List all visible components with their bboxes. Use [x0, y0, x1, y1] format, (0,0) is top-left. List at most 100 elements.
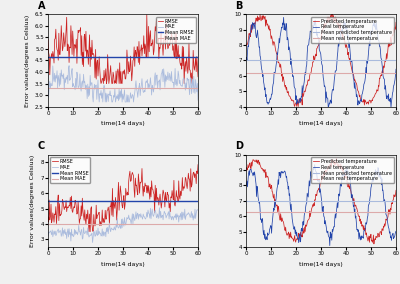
MAE — [191, 91, 196, 94]
Mean MAE — [46, 86, 50, 90]
Real temperature — [394, 229, 398, 233]
RMSE — [150, 38, 155, 41]
MAE — [191, 218, 196, 222]
MAE — [196, 208, 200, 211]
Predicted temperature — [333, 20, 338, 24]
Predicted temperature — [333, 161, 338, 165]
Predicted temperature — [370, 239, 375, 242]
Line: Real temperature: Real temperature — [246, 17, 396, 108]
MAE — [97, 100, 102, 104]
RMSE — [190, 175, 195, 179]
Real temperature — [336, 45, 341, 48]
MAE — [133, 216, 138, 219]
Real temperature — [281, 16, 286, 19]
Mean MAE — [46, 222, 50, 226]
MAE — [107, 94, 112, 97]
Predicted temperature — [244, 169, 248, 173]
Predicted temperature — [296, 105, 300, 108]
MAE — [46, 234, 50, 238]
Line: MAE: MAE — [48, 208, 198, 243]
Legend: RMSE, MAE, Mean RMSE, Mean MAE: RMSE, MAE, Mean RMSE, Mean MAE — [156, 17, 196, 43]
RMSE — [133, 49, 138, 52]
MAE — [71, 82, 76, 85]
Predicted temperature — [394, 21, 398, 24]
Real temperature — [333, 69, 338, 73]
Predicted temperature — [244, 42, 249, 45]
Mean RMSE — [48, 55, 53, 59]
Real temperature — [326, 107, 331, 110]
RMSE — [106, 210, 111, 213]
Text: B: B — [236, 1, 243, 11]
Real temperature — [333, 216, 338, 220]
Predicted temperature — [394, 189, 398, 192]
Line: MAE: MAE — [48, 66, 198, 102]
X-axis label: time(14 days): time(14 days) — [299, 262, 343, 267]
Predicted temperature — [380, 71, 385, 74]
Mean real temperature — [246, 71, 251, 74]
Predicted temperature — [334, 16, 339, 20]
MAE — [67, 64, 72, 67]
Real temperature — [336, 192, 341, 196]
Real temperature — [334, 212, 339, 215]
MAE — [106, 226, 111, 229]
Predicted temperature — [336, 27, 341, 30]
RMSE — [150, 187, 155, 191]
RMSE — [108, 64, 113, 67]
Mean real temperature — [246, 210, 251, 213]
Legend: Predicted temperature, Real temperature, Mean predicted temperature, Mean real t: Predicted temperature, Real temperature,… — [311, 17, 394, 43]
Mean MAE — [48, 86, 53, 90]
Predicted temperature — [332, 164, 337, 167]
Mean real temperature — [244, 71, 248, 74]
X-axis label: time(14 days): time(14 days) — [101, 121, 145, 126]
Text: D: D — [235, 141, 243, 151]
RMSE — [144, 13, 149, 17]
Real temperature — [312, 163, 317, 166]
RMSE — [108, 205, 113, 208]
Y-axis label: Error values(degrees Celsius): Error values(degrees Celsius) — [30, 155, 35, 247]
Real temperature — [380, 188, 385, 192]
Predicted temperature — [329, 12, 334, 15]
Predicted temperature — [336, 165, 341, 169]
Mean predicted temperature — [246, 199, 251, 202]
RMSE — [196, 75, 200, 78]
Real temperature — [394, 68, 398, 71]
Mean predicted temperature — [244, 199, 248, 202]
Line: Predicted temperature: Predicted temperature — [246, 14, 396, 107]
Line: Predicted temperature: Predicted temperature — [246, 158, 396, 244]
Real temperature — [244, 56, 249, 59]
RMSE — [70, 211, 75, 214]
Line: Real temperature: Real temperature — [246, 165, 396, 246]
Line: RMSE: RMSE — [48, 15, 198, 83]
Real temperature — [327, 244, 332, 247]
Real temperature — [244, 183, 248, 187]
RMSE — [191, 49, 196, 52]
MAE — [46, 72, 50, 76]
Predicted temperature — [334, 157, 339, 160]
RMSE — [86, 230, 91, 233]
Real temperature — [244, 183, 249, 186]
RMSE — [70, 29, 75, 33]
Mean predicted temperature — [246, 59, 251, 62]
MAE — [150, 207, 155, 211]
Text: A: A — [38, 1, 45, 11]
MAE — [196, 99, 200, 102]
Predicted temperature — [244, 166, 249, 169]
RMSE — [133, 176, 138, 180]
Mean real temperature — [244, 210, 248, 213]
Predicted temperature — [372, 242, 376, 246]
Mean RMSE — [46, 55, 50, 59]
RMSE — [46, 38, 50, 41]
Real temperature — [371, 179, 376, 183]
Mean MAE — [48, 222, 53, 226]
RMSE — [99, 82, 104, 85]
MAE — [109, 93, 114, 97]
MAE — [150, 86, 155, 89]
Y-axis label: Error values(degrees Celsius): Error values(degrees Celsius) — [24, 14, 30, 106]
Real temperature — [244, 58, 248, 61]
MAE — [90, 241, 95, 244]
Mean RMSE — [46, 199, 50, 202]
X-axis label: time(14 days): time(14 days) — [299, 121, 343, 126]
Predicted temperature — [244, 44, 248, 48]
MAE — [157, 206, 162, 210]
RMSE — [46, 215, 50, 219]
